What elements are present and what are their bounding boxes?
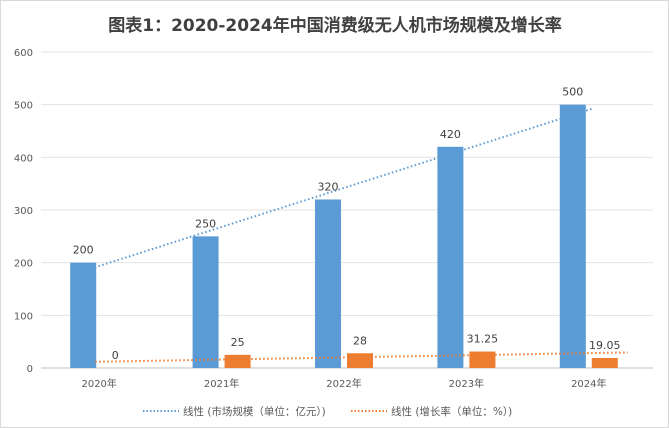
legend-label: 线性 (增长率（单位：%）) [391, 405, 512, 418]
bar-market-size [70, 262, 97, 368]
bar-market-size [315, 199, 341, 368]
trendline [82, 107, 593, 273]
bar-market-size [437, 146, 464, 368]
y-tick-label: 200 [14, 259, 33, 270]
bar-growth-rate [591, 357, 618, 368]
x-tick-label: 2021年 [204, 377, 239, 390]
data-label: 19.05 [589, 339, 621, 352]
x-tick-label: 2020年 [81, 377, 116, 390]
y-tick-label: 100 [14, 311, 33, 322]
y-tick-label: 600 [14, 48, 33, 59]
y-tick-label: 0 [27, 364, 33, 375]
x-tick-label: 2022年 [326, 377, 361, 390]
bar-market-size [192, 236, 219, 368]
data-label: 200 [73, 244, 94, 257]
x-tick-label: 2023年 [449, 377, 484, 390]
legend-label: 线性 (市场规模（单位：亿元）) [183, 405, 326, 418]
y-tick-label: 400 [14, 153, 33, 164]
data-label: 320 [318, 180, 339, 193]
bar-market-size [559, 104, 586, 369]
bar-growth-rate [347, 353, 373, 368]
data-label: 0 [112, 349, 119, 362]
x-tick-label: 2024年 [571, 377, 606, 390]
data-label: 28 [353, 334, 367, 347]
data-label: 250 [195, 217, 216, 230]
data-label: 420 [440, 128, 461, 141]
y-tick-label: 300 [14, 206, 33, 217]
data-label: 25 [231, 336, 245, 349]
data-label: 500 [562, 86, 583, 99]
bar-growth-rate [224, 354, 251, 368]
trendline [95, 351, 628, 363]
y-tick-label: 500 [14, 101, 33, 112]
chart-title: 图表1：2020-2024年中国消费级无人机市场规模及增长率 [108, 15, 562, 36]
data-label: 31.25 [467, 333, 499, 346]
